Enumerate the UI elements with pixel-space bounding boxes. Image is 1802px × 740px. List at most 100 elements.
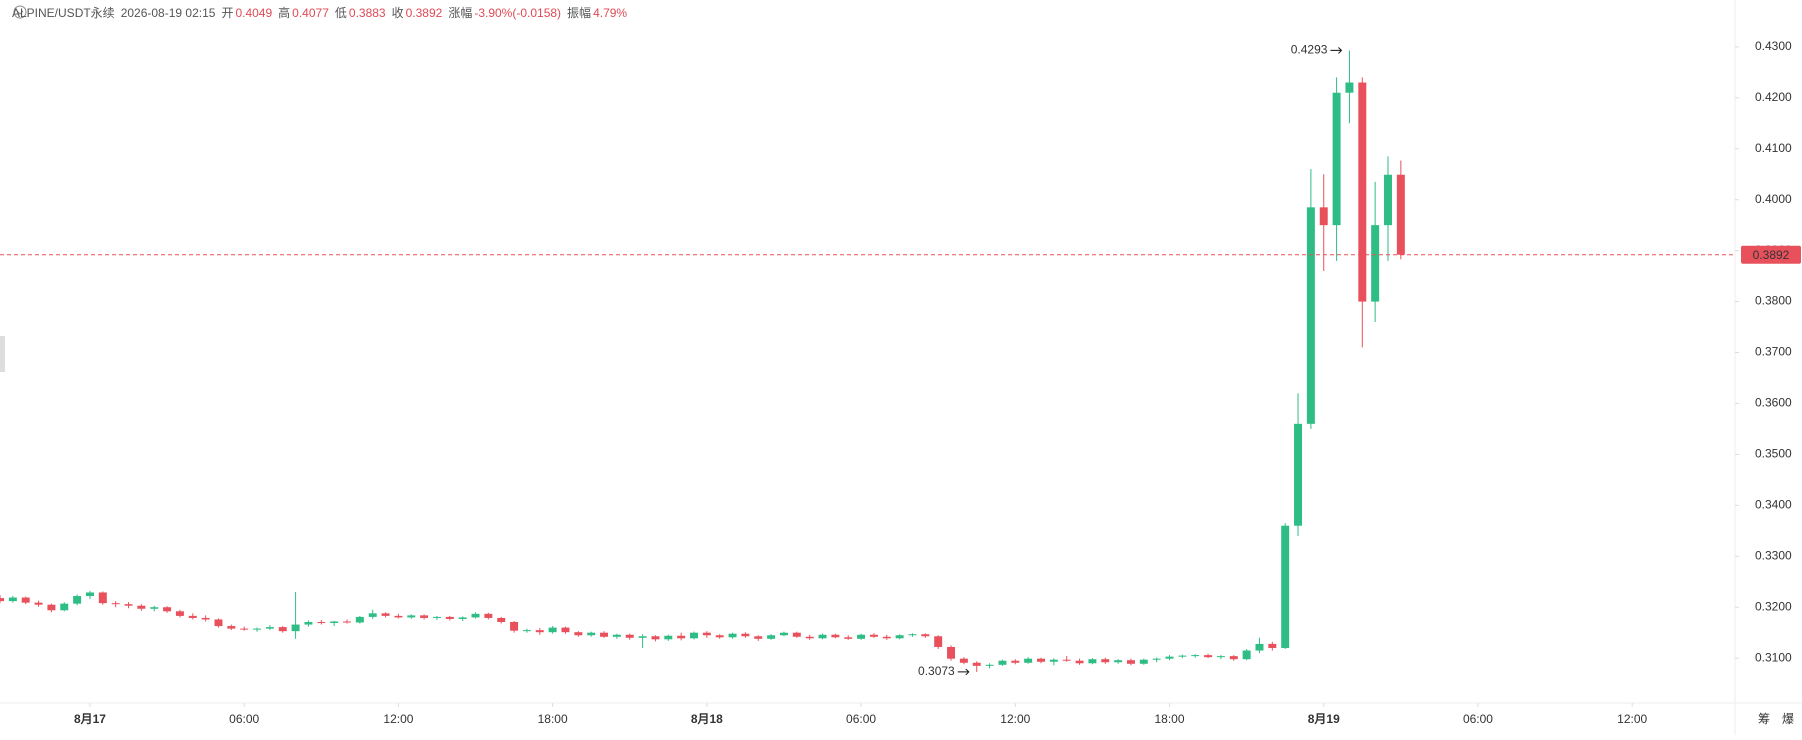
x-tick-label: 8月19 bbox=[1308, 712, 1340, 726]
candle-body bbox=[227, 626, 236, 629]
candle-body bbox=[1345, 82, 1354, 93]
candle-body bbox=[1024, 658, 1033, 663]
candle-body bbox=[98, 592, 107, 604]
candle-body bbox=[163, 607, 172, 612]
field-value: 0.4049 bbox=[235, 6, 273, 20]
candle-body bbox=[150, 607, 159, 609]
candle-body bbox=[407, 615, 416, 618]
candle-body bbox=[1255, 643, 1264, 651]
y-tick-label: 0.4000 bbox=[1755, 192, 1792, 206]
field-key: 振幅 bbox=[567, 6, 592, 20]
candle-body bbox=[959, 658, 968, 663]
candle-body bbox=[1139, 659, 1148, 664]
candle-body bbox=[985, 664, 994, 666]
y-tick-label: 0.3100 bbox=[1755, 650, 1792, 664]
candle-body bbox=[175, 611, 184, 616]
candle-body bbox=[253, 628, 262, 630]
x-tick-label: 12:00 bbox=[1000, 712, 1030, 726]
field-value: 0.4077 bbox=[292, 6, 329, 20]
candle-body bbox=[381, 613, 390, 616]
candle-body bbox=[111, 603, 120, 605]
candle-body bbox=[368, 613, 377, 617]
candle-body bbox=[805, 636, 814, 639]
candle-body bbox=[278, 627, 287, 632]
candle-body bbox=[998, 660, 1007, 665]
candle-body bbox=[1358, 82, 1367, 302]
candle-body bbox=[1191, 655, 1200, 657]
x-tick-label: 18:00 bbox=[538, 712, 568, 726]
field-value: -3.90%(-0.0158) bbox=[474, 6, 562, 20]
candle-body bbox=[73, 596, 82, 604]
candle-body bbox=[355, 616, 364, 623]
candle-body bbox=[240, 628, 249, 630]
candle-body bbox=[1037, 658, 1045, 662]
extreme-label: 0.3073 bbox=[918, 664, 955, 678]
candle-body bbox=[1332, 92, 1341, 226]
candle-body bbox=[1229, 656, 1238, 660]
candle-body bbox=[201, 617, 210, 620]
candle-body bbox=[1268, 643, 1277, 648]
candle-body bbox=[869, 634, 878, 637]
x-tick-label: 12:00 bbox=[1617, 712, 1647, 726]
candle-body bbox=[895, 635, 904, 639]
candle-body bbox=[458, 617, 467, 619]
candle-body bbox=[330, 621, 339, 624]
collapse-button[interactable] bbox=[13, 5, 27, 19]
candle-body bbox=[124, 604, 133, 606]
side-icon[interactable]: 爆 bbox=[1782, 712, 1794, 726]
candle-body bbox=[0, 598, 4, 602]
candle-body bbox=[1011, 660, 1020, 663]
candle-body bbox=[47, 604, 56, 611]
candle-body bbox=[1242, 650, 1251, 660]
candle-body bbox=[1152, 658, 1161, 660]
y-tick-label: 0.3300 bbox=[1755, 548, 1792, 562]
candle-body bbox=[677, 635, 686, 639]
candle-body bbox=[291, 624, 300, 632]
candle-body bbox=[1114, 660, 1123, 663]
y-tick-label: 0.3400 bbox=[1755, 498, 1792, 512]
candle-body bbox=[561, 627, 570, 633]
candle-body bbox=[1126, 660, 1135, 664]
candle-body bbox=[934, 636, 943, 647]
candle-body bbox=[85, 592, 94, 597]
ohlc-header: ALPINE/USDT永续 2026-08-19 02:15 开 0.4049 高 0.4… bbox=[12, 4, 633, 21]
y-tick-label: 0.3700 bbox=[1755, 345, 1792, 359]
x-tick-label: 18:00 bbox=[1155, 712, 1185, 726]
candle-body bbox=[651, 636, 660, 640]
candle-body bbox=[844, 637, 853, 639]
extreme-label: 0.4293 bbox=[1291, 43, 1328, 57]
candle-body bbox=[882, 636, 891, 639]
candle-body bbox=[728, 633, 737, 638]
candle-body bbox=[574, 632, 583, 636]
candle-body bbox=[831, 634, 840, 638]
field-key: 高 bbox=[278, 6, 291, 20]
candle-body bbox=[188, 615, 197, 618]
x-tick-label: 8月17 bbox=[74, 712, 106, 726]
field-value: 0.3883 bbox=[348, 6, 386, 20]
candle-body bbox=[754, 636, 763, 639]
candle-body bbox=[420, 615, 429, 618]
field-value: 0.3892 bbox=[405, 6, 443, 20]
candle-body bbox=[471, 613, 480, 618]
candle-body bbox=[741, 633, 750, 637]
side-handle[interactable] bbox=[0, 336, 5, 372]
candle-body bbox=[600, 632, 609, 637]
candle-body bbox=[8, 597, 17, 602]
side-icon[interactable]: 筹 bbox=[1758, 712, 1770, 726]
y-tick-label: 0.3200 bbox=[1755, 599, 1792, 613]
candle-body bbox=[1049, 659, 1058, 662]
candle-body bbox=[432, 616, 441, 618]
candle-body bbox=[1204, 655, 1213, 658]
field-key: 低 bbox=[334, 6, 347, 20]
candle-body bbox=[1384, 174, 1392, 226]
candle-body bbox=[1178, 655, 1187, 657]
candle-body bbox=[510, 622, 519, 631]
candle-body bbox=[60, 603, 69, 611]
y-tick-label: 0.4300 bbox=[1755, 39, 1792, 53]
current-price-box bbox=[1741, 245, 1801, 264]
candle-body bbox=[1319, 207, 1328, 226]
candle-body bbox=[625, 634, 634, 638]
x-tick-label: 06:00 bbox=[229, 712, 259, 726]
